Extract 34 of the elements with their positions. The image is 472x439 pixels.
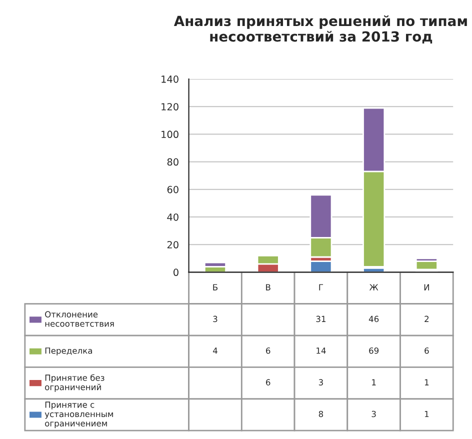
data-label: 6: [266, 379, 270, 386]
y-tick-label: 60: [167, 186, 178, 194]
x-tick-label: Ж: [370, 284, 378, 290]
data-label: 8: [318, 410, 324, 418]
data-label: 1: [424, 410, 429, 418]
data-label: 3: [372, 410, 376, 418]
data-label: 2: [424, 316, 429, 322]
data-label: 6: [424, 347, 429, 354]
x-tick-label: Б: [213, 284, 218, 290]
data-label: 6: [266, 347, 270, 354]
data-label: 3: [318, 379, 323, 386]
data-label: 46: [368, 316, 379, 322]
data-label: 69: [369, 347, 379, 354]
data-label: 14: [316, 348, 326, 354]
data-label: 1: [424, 379, 429, 386]
legend-label: Отклонение несоответствия: [45, 311, 114, 327]
y-tick-label: 0: [174, 268, 178, 276]
y-tick-label: 80: [167, 158, 178, 166]
legend-label: Принятие без ограничений: [45, 374, 104, 392]
y-tick-label: 20: [167, 241, 178, 248]
chart-title: Анализ принятых решений по типам несоответствий за 2013 год: [174, 15, 467, 44]
y-tick-label: 140: [162, 76, 178, 83]
x-tick-label: Г: [319, 284, 324, 290]
y-tick-label: 120: [162, 103, 178, 110]
data-label: 4: [212, 348, 218, 354]
x-tick-label: В: [266, 284, 270, 290]
legend-label: Принятие с установленным ограничением: [44, 402, 113, 428]
y-tick-label: 40: [167, 213, 178, 221]
x-tick-label: И: [424, 284, 429, 290]
y-tick-label: 100: [162, 130, 178, 138]
data-label: 1: [372, 379, 376, 386]
legend-label: Переделка: [45, 348, 92, 356]
data-label: 3: [213, 316, 218, 322]
data-label: 31: [316, 316, 326, 322]
